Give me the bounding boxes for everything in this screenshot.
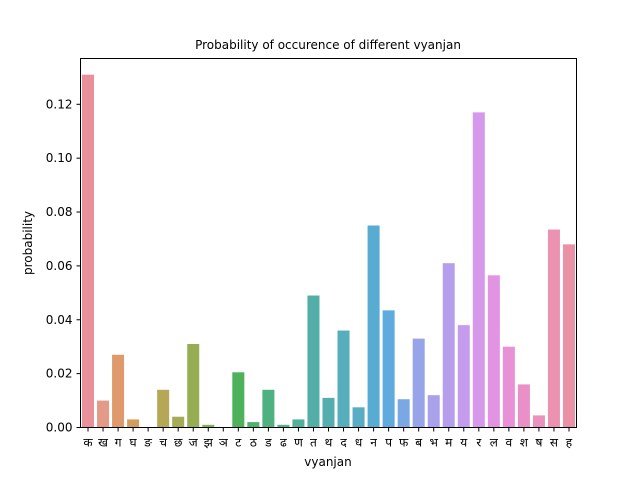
x-tick-label: ण <box>294 436 303 450</box>
bar-8 <box>187 344 200 428</box>
bar-33 <box>562 244 575 428</box>
x-tick-label: क <box>83 436 93 450</box>
chart-title: Probability of occurence of different vy… <box>195 38 461 52</box>
bar-7 <box>172 416 185 428</box>
bar-16 <box>307 295 320 428</box>
x-tick-label: थ <box>325 436 333 450</box>
bar-29 <box>502 346 515 428</box>
bar-11 <box>232 372 245 428</box>
bar-1 <box>82 74 95 428</box>
bar-26 <box>457 325 470 428</box>
x-tick-label: ढ <box>280 436 287 450</box>
x-tick-label: श <box>520 436 529 450</box>
bar-32 <box>547 229 560 428</box>
bar-14 <box>277 424 290 428</box>
bar-22 <box>397 399 410 428</box>
plot-frame <box>80 58 577 428</box>
x-tick-label: घ <box>130 436 138 450</box>
x-tick-label: ध <box>355 436 363 450</box>
bar-25 <box>442 263 455 428</box>
x-tick-label: य <box>460 436 468 450</box>
bar-23 <box>412 338 425 428</box>
x-tick-label: ग <box>115 436 122 450</box>
x-tick-label: ब <box>415 436 423 450</box>
y-tick-label: 0.08 <box>46 205 73 219</box>
y-tick-label: 0.00 <box>46 421 73 435</box>
y-axis-ticks: 0.00 0.02 0.04 0.06 0.08 0.10 0.12 <box>46 97 81 435</box>
x-tick-label: न <box>370 436 377 450</box>
x-tick-label: द <box>340 436 347 450</box>
bar-12 <box>247 422 260 428</box>
x-tick-label: छ <box>174 436 183 450</box>
x-tick-label: ल <box>490 436 499 450</box>
y-axis-label: probability <box>21 211 35 275</box>
x-axis-label: vyanjan <box>304 455 351 469</box>
bar-31 <box>532 415 545 428</box>
bar-3 <box>112 354 125 428</box>
bar-28 <box>487 275 500 428</box>
x-tick-label: प <box>385 436 392 450</box>
x-tick-label: व <box>506 436 513 450</box>
bar-27 <box>472 112 485 428</box>
x-tick-label: ह <box>566 436 573 450</box>
bar-2 <box>97 400 110 428</box>
bar-19 <box>352 407 365 428</box>
bar-17 <box>322 397 335 428</box>
bar-21 <box>382 310 395 428</box>
x-tick-label: झ <box>204 436 214 450</box>
bar-15 <box>292 419 305 428</box>
x-tick-label: च <box>159 436 167 450</box>
x-tick-label: स <box>550 436 559 450</box>
x-tick-label: ङ <box>143 436 152 450</box>
x-tick-label: ड <box>264 436 272 450</box>
x-tick-label: ठ <box>250 436 258 450</box>
x-tick-label: त <box>310 436 318 450</box>
x-tick-label: ख <box>98 436 108 450</box>
x-tick-label: म <box>445 436 453 450</box>
bar-30 <box>517 384 530 428</box>
y-tick-label: 0.06 <box>46 259 73 273</box>
bar-20 <box>367 225 380 428</box>
x-tick-label: ष <box>535 436 543 450</box>
y-tick-label: 0.10 <box>46 151 73 165</box>
bar-6 <box>157 389 170 428</box>
y-tick-label: 0.02 <box>46 367 73 381</box>
x-tick-label: भ <box>429 436 438 450</box>
x-tick-label: र <box>476 436 482 450</box>
y-tick-label: 0.04 <box>46 313 73 327</box>
bar-18 <box>337 330 350 428</box>
bar-9 <box>202 424 215 428</box>
x-tick-label: ट <box>235 436 242 450</box>
bar-24 <box>427 395 440 428</box>
bars-group <box>82 74 575 428</box>
bar-13 <box>262 389 275 428</box>
x-tick-label: ञ <box>219 436 229 450</box>
y-tick-label: 0.12 <box>46 97 73 111</box>
x-tick-label: फ <box>399 436 409 450</box>
bar-4 <box>127 419 140 428</box>
x-tick-label: ज <box>189 436 199 450</box>
